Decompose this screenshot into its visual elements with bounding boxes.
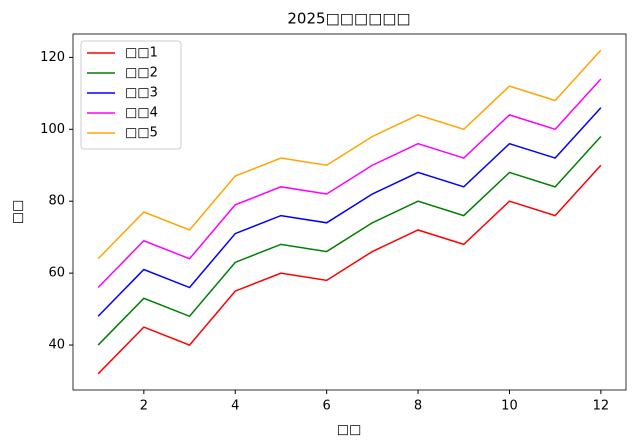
x-tick-label: 12	[593, 399, 610, 414]
y-tick-label: 40	[48, 338, 65, 353]
series-line	[97, 78, 602, 289]
legend-label: □□5	[125, 126, 158, 141]
series-line	[97, 49, 602, 260]
x-tick-label: 8	[414, 399, 422, 414]
y-axis-label: □□	[11, 200, 26, 225]
legend-label: □□2	[125, 66, 158, 81]
legend-label: □□4	[125, 106, 158, 121]
chart-title: 2025□□□□□□	[287, 10, 410, 28]
legend-box	[80, 40, 182, 150]
legend-label: □□3	[125, 86, 158, 101]
series-line	[97, 107, 602, 317]
x-tick-label: 10	[501, 399, 518, 414]
x-tick-label: 6	[323, 399, 331, 414]
y-tick-label: 80	[48, 194, 65, 209]
y-tick-label: 120	[40, 50, 65, 65]
series-line	[97, 135, 602, 346]
y-tick-label: 60	[48, 266, 65, 281]
legend-label: □□1	[125, 46, 158, 61]
y-tick-label: 100	[40, 122, 65, 137]
x-tick-label: 2	[140, 399, 148, 414]
plot-frame	[72, 33, 627, 391]
x-tick-label: 4	[231, 399, 239, 414]
series-line	[97, 164, 602, 375]
x-axis-label: □□	[337, 423, 362, 438]
